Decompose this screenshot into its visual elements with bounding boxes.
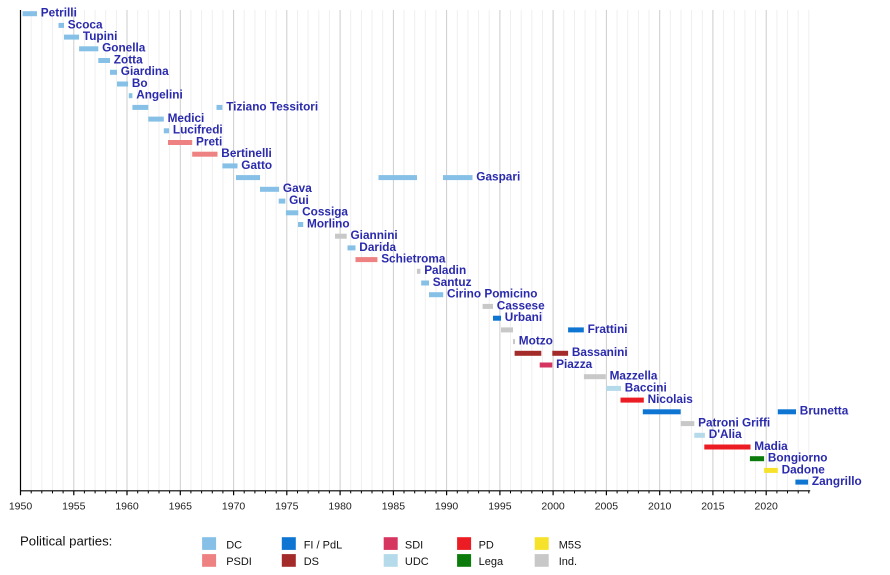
svg-text:1955: 1955	[62, 500, 86, 512]
svg-text:1960: 1960	[115, 500, 139, 512]
svg-text:1965: 1965	[169, 500, 193, 512]
svg-text:Tiziano Tessitori: Tiziano Tessitori	[226, 99, 318, 113]
svg-text:Urbani: Urbani	[505, 310, 542, 324]
svg-text:1950: 1950	[9, 500, 33, 512]
svg-text:Tupini: Tupini	[83, 29, 118, 43]
svg-text:Giannini: Giannini	[351, 228, 398, 242]
svg-text:Giardina: Giardina	[121, 64, 169, 78]
svg-text:Patroni Griffi: Patroni Griffi	[698, 415, 770, 429]
svg-text:D'Alia: D'Alia	[709, 427, 742, 441]
svg-text:FI / PdL: FI / PdL	[304, 539, 343, 551]
svg-text:SDI: SDI	[405, 539, 423, 551]
svg-text:Zotta: Zotta	[114, 52, 143, 66]
svg-text:Darida: Darida	[359, 240, 396, 254]
svg-text:PD: PD	[479, 539, 494, 551]
svg-text:Cassese: Cassese	[497, 298, 545, 312]
svg-text:Political parties:: Political parties:	[20, 534, 112, 549]
svg-text:2015: 2015	[701, 500, 725, 512]
svg-text:2000: 2000	[541, 500, 565, 512]
svg-text:Gonella: Gonella	[102, 41, 146, 55]
svg-text:1980: 1980	[328, 500, 352, 512]
svg-text:Paladin: Paladin	[424, 263, 466, 277]
svg-text:1975: 1975	[275, 500, 299, 512]
svg-text:Madia: Madia	[754, 439, 788, 453]
svg-text:Bertinelli: Bertinelli	[221, 146, 271, 160]
svg-text:2020: 2020	[755, 500, 779, 512]
svg-text:Lucifredi: Lucifredi	[173, 123, 223, 137]
svg-text:Schietroma: Schietroma	[381, 252, 446, 266]
svg-text:Piazza: Piazza	[556, 357, 593, 371]
svg-text:2005: 2005	[595, 500, 619, 512]
svg-text:M5S: M5S	[559, 539, 582, 551]
svg-text:Dadone: Dadone	[782, 462, 826, 476]
svg-text:Petrilli: Petrilli	[41, 6, 77, 20]
svg-text:Cossiga: Cossiga	[302, 205, 348, 219]
svg-text:Scoca: Scoca	[68, 17, 103, 31]
svg-text:Frattini: Frattini	[588, 322, 628, 336]
svg-text:DS: DS	[304, 556, 319, 568]
svg-text:Medici: Medici	[168, 111, 205, 125]
svg-text:PSDI: PSDI	[226, 556, 252, 568]
svg-text:Ind.: Ind.	[559, 556, 577, 568]
svg-text:1970: 1970	[222, 500, 246, 512]
svg-text:Lega: Lega	[479, 556, 504, 568]
svg-text:Gava: Gava	[283, 181, 312, 195]
svg-text:Mazzella: Mazzella	[610, 369, 658, 383]
svg-text:Preti: Preti	[196, 134, 222, 148]
svg-text:Bassanini: Bassanini	[572, 345, 628, 359]
svg-text:1985: 1985	[382, 500, 406, 512]
svg-text:Gui: Gui	[289, 193, 309, 207]
svg-text:1995: 1995	[488, 500, 512, 512]
svg-text:1990: 1990	[435, 500, 459, 512]
svg-text:Baccini: Baccini	[625, 380, 667, 394]
svg-text:Morlino: Morlino	[307, 216, 350, 230]
svg-text:Gatto: Gatto	[241, 158, 272, 172]
svg-text:Cirino Pomicino: Cirino Pomicino	[447, 287, 537, 301]
svg-text:2010: 2010	[648, 500, 672, 512]
svg-text:Motzo: Motzo	[519, 334, 553, 348]
svg-text:Brunetta: Brunetta	[800, 404, 849, 418]
svg-text:Nicolais: Nicolais	[648, 392, 694, 406]
svg-text:UDC: UDC	[405, 556, 429, 568]
svg-text:Santuz: Santuz	[433, 275, 472, 289]
svg-text:Zangrillo: Zangrillo	[812, 474, 862, 488]
svg-text:Gaspari: Gaspari	[476, 170, 520, 184]
svg-text:Bongiorno: Bongiorno	[768, 451, 828, 465]
svg-text:DC: DC	[226, 539, 242, 551]
svg-text:Bo: Bo	[132, 76, 148, 90]
svg-text:Angelini: Angelini	[136, 88, 183, 102]
